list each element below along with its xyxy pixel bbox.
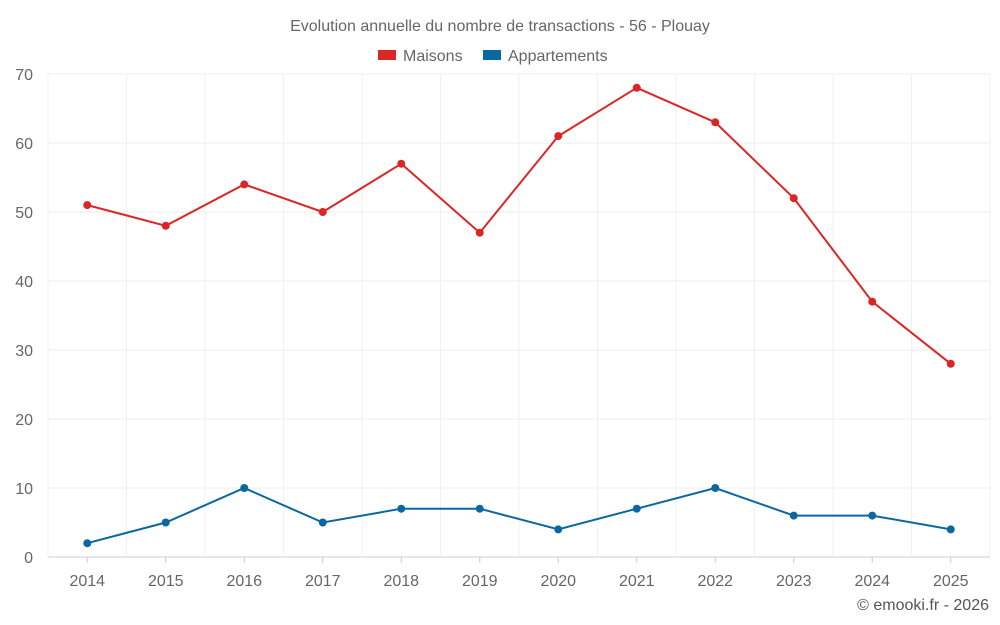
x-tick-label: 2023 <box>776 573 812 590</box>
data-point <box>868 297 877 306</box>
x-tick-label: 2014 <box>69 573 105 590</box>
data-point <box>475 504 484 513</box>
data-point <box>789 511 798 520</box>
series-maisons <box>83 83 955 368</box>
chart-title: Evolution annuelle du nombre de transact… <box>290 18 710 35</box>
y-tick-label: 70 <box>15 67 33 84</box>
data-point <box>161 221 170 230</box>
legend: Maisons Appartements <box>378 48 608 65</box>
x-tick-label: 2015 <box>148 573 184 590</box>
y-tick-label: 60 <box>15 136 33 153</box>
x-tick-label: 2021 <box>619 573 655 590</box>
x-tick-label: 2018 <box>383 573 419 590</box>
x-tick-label: 2016 <box>226 573 262 590</box>
legend-label: Appartements <box>508 48 608 65</box>
y-tick-label: 20 <box>15 412 33 429</box>
data-point <box>789 194 798 203</box>
x-tick-label: 2020 <box>540 573 576 590</box>
x-tick-label: 2019 <box>462 573 498 590</box>
data-point <box>632 504 641 513</box>
data-point <box>83 539 92 548</box>
y-tick-label: 40 <box>15 274 33 291</box>
credit-text: © emooki.fr - 2026 <box>857 597 989 614</box>
y-tick-label: 0 <box>24 550 33 567</box>
x-tick-label: 2025 <box>933 573 969 590</box>
y-tick-label: 30 <box>15 343 33 360</box>
series-appartements <box>83 484 955 548</box>
series-group <box>83 83 955 548</box>
data-point <box>397 159 406 168</box>
data-point <box>868 511 877 520</box>
data-point <box>711 118 720 127</box>
legend-swatch <box>378 50 396 60</box>
x-axis: 2014 2015 2016 2017 2018 2019 2020 2021 2022 2023… <box>69 557 969 590</box>
x-tick-label: 2022 <box>697 573 733 590</box>
data-point <box>83 201 92 210</box>
series-line <box>86 486 951 545</box>
data-point <box>711 484 720 492</box>
data-point <box>632 83 641 92</box>
data-point <box>318 518 327 527</box>
legend-swatch <box>483 50 501 60</box>
data-point <box>161 518 170 527</box>
y-tick-label: 50 <box>15 205 33 222</box>
legend-label: Maisons <box>403 48 463 65</box>
data-point <box>946 359 955 368</box>
data-point <box>946 525 955 534</box>
x-tick-label: 2017 <box>305 573 341 590</box>
series-line <box>86 86 952 365</box>
data-point <box>475 228 484 237</box>
y-tick-label: 10 <box>15 481 33 498</box>
grid <box>47 73 991 558</box>
data-point <box>240 484 249 492</box>
y-axis: 0 10 20 30 40 50 60 70 <box>15 67 33 567</box>
data-point <box>397 504 406 513</box>
x-tick-label: 2024 <box>854 573 890 590</box>
data-point <box>240 180 249 189</box>
data-point <box>318 208 327 216</box>
data-point <box>554 525 563 534</box>
data-point <box>554 132 563 141</box>
